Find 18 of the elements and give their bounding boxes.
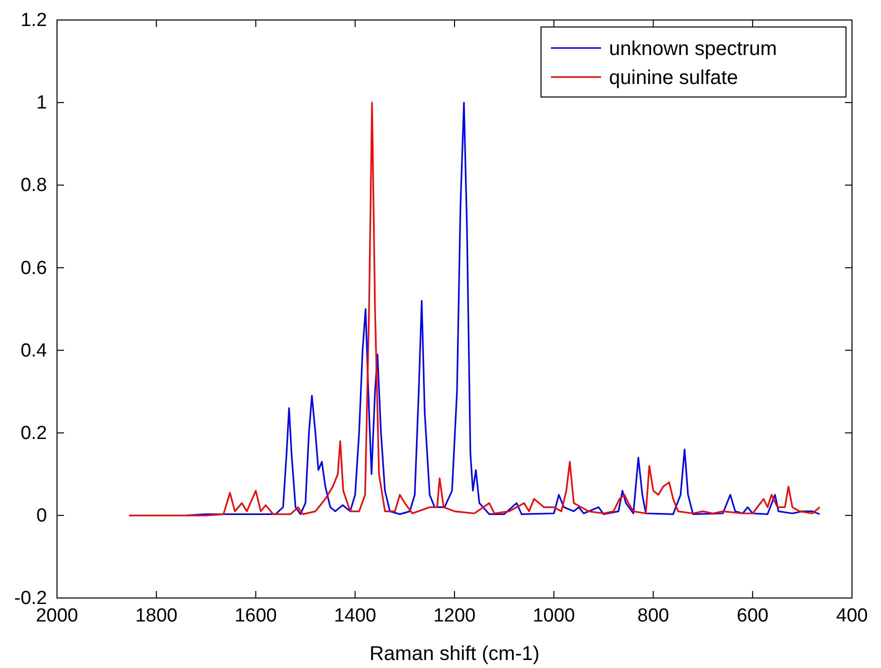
x-tick-label: 1200 [433,605,476,626]
y-tick-label: 0.6 [20,258,47,279]
x-tick-label: 1000 [532,605,576,626]
x-axis-title: Raman shift (cm-1) [369,643,540,665]
legend-label: quinine sulfate [609,67,738,89]
y-tick-label: 0.4 [20,340,48,362]
x-tick-label: 1600 [234,605,277,626]
y-tick-label: 1 [36,92,47,114]
x-tick-label: 1800 [135,605,178,626]
x-tick-label: 600 [736,605,768,626]
y-tick-label: 0 [36,506,47,527]
y-tick-label: 0.2 [20,422,47,444]
y-tick-label: 1.2 [20,10,47,32]
x-tick-label: 800 [637,605,670,626]
legend-label: unknown spectrum [609,38,777,60]
x-tick-label: 400 [836,605,868,626]
y-tick-label: 0.8 [20,175,47,196]
x-tick-label: 1400 [334,605,376,626]
